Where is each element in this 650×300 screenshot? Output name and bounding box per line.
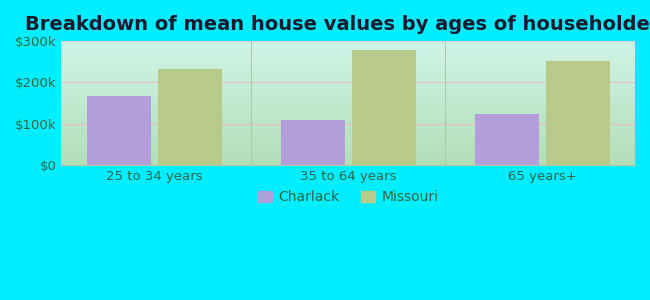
Bar [157, 69, 222, 165]
Title: Breakdown of mean house values by ages of householders: Breakdown of mean house values by ages o… [25, 15, 650, 34]
Bar [352, 50, 415, 165]
Bar [281, 119, 344, 165]
Bar [545, 61, 610, 165]
Bar [86, 96, 151, 165]
Legend: Charlack, Missouri: Charlack, Missouri [252, 185, 444, 210]
Bar [474, 114, 539, 165]
